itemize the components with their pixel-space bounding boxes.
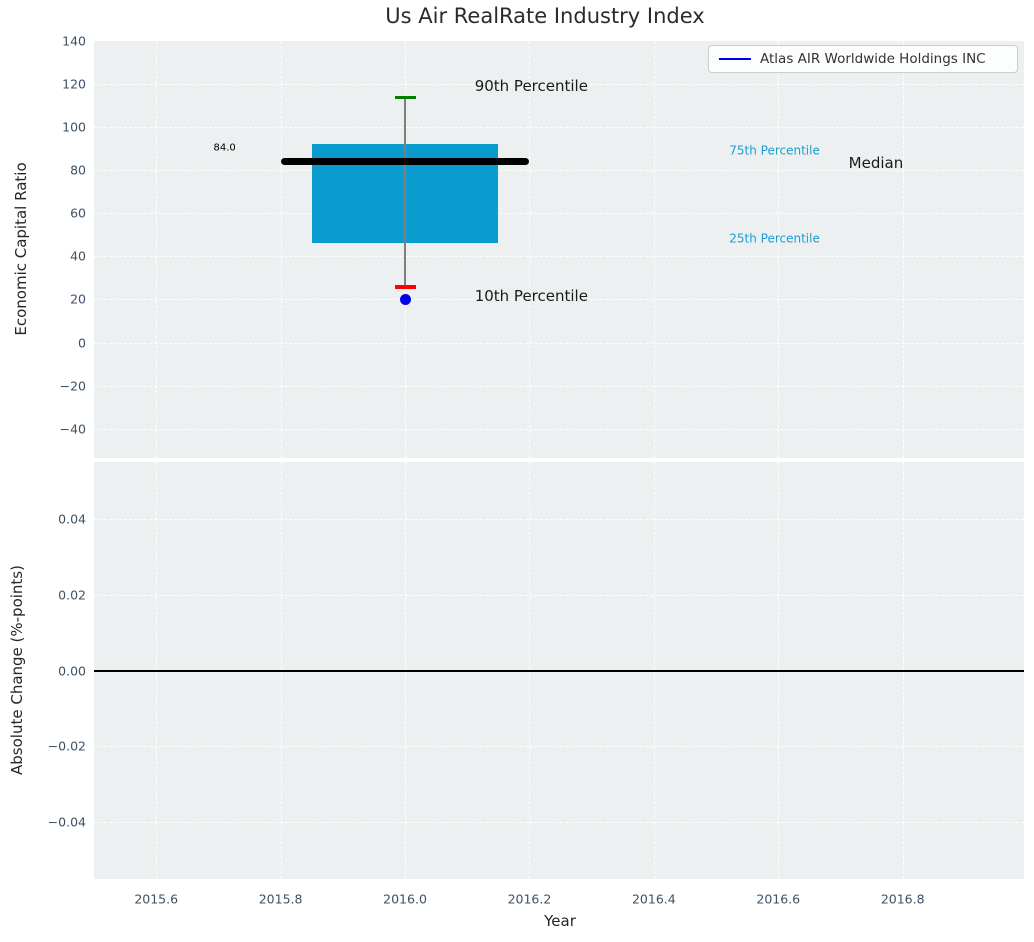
gridline-vertical: [280, 41, 282, 458]
x-tick-label: 2016.4: [631, 891, 676, 907]
x-tick-label: 2016.0: [383, 891, 427, 907]
x-tick-label: 2016.2: [507, 891, 552, 907]
x-tick-label: 2015.6: [134, 891, 179, 907]
x-tick-label: 2016.6: [756, 891, 801, 907]
annotation: 75th Percentile: [729, 143, 820, 158]
gridline-horizontal: [94, 428, 1024, 430]
y-tick-label: 60: [70, 205, 86, 221]
annotation: 10th Percentile: [474, 286, 588, 305]
annotation: 84.0: [213, 142, 236, 154]
gridline-vertical: [653, 41, 655, 458]
gridline-vertical: [156, 41, 158, 458]
annotation: 25th Percentile: [729, 231, 820, 246]
annotation: Median: [848, 154, 904, 173]
whisker-line: [404, 97, 406, 287]
gridline-horizontal: [94, 127, 1024, 129]
y-tick-label: 20: [70, 291, 86, 307]
gridline-horizontal: [94, 519, 1024, 521]
x-axis-label: Year: [544, 912, 576, 930]
y-tick-label: 120: [62, 76, 86, 92]
y-tick-label: 140: [62, 33, 86, 49]
legend: Atlas AIR Worldwide Holdings INC: [708, 45, 1018, 73]
gridline-horizontal: [94, 342, 1024, 344]
gridline-vertical: [529, 41, 531, 458]
y-tick-label: 100: [62, 119, 86, 135]
gridline-horizontal: [94, 746, 1024, 748]
x-tick-label: 2016.8: [880, 891, 925, 907]
top-plot-area: [94, 41, 1024, 458]
y-tick-label: 0.04: [58, 511, 86, 527]
y-tick-label: 0.00: [58, 663, 86, 678]
y-tick-label: 80: [70, 162, 86, 178]
gridline-horizontal: [94, 385, 1024, 387]
gridline-horizontal: [94, 594, 1024, 596]
y-tick-label: 0: [78, 335, 86, 351]
y-tick-label: −40: [59, 421, 86, 437]
gridline-horizontal: [94, 299, 1024, 301]
gridline-horizontal: [94, 84, 1024, 86]
y-tick-label: 40: [70, 248, 86, 264]
y-tick-label: −0.02: [47, 738, 86, 754]
p10-cap: [394, 285, 416, 289]
y-tick-label: −0.04: [47, 814, 86, 830]
gridline-horizontal: [94, 213, 1024, 215]
y-tick-label: −20: [59, 378, 86, 394]
x-tick-label: 2015.8: [258, 891, 303, 907]
gridline-horizontal: [94, 256, 1024, 258]
legend-line-icon: [719, 58, 751, 60]
annotation: 90th Percentile: [474, 76, 588, 95]
gridline-vertical: [902, 41, 904, 458]
gridline-horizontal: [94, 170, 1024, 172]
zero-line: [94, 669, 1024, 672]
company-point: [399, 293, 411, 305]
gridline-vertical: [778, 41, 780, 458]
legend-label: Atlas AIR Worldwide Holdings INC: [760, 51, 986, 67]
gridline-horizontal: [94, 821, 1024, 823]
p90-cap: [394, 95, 416, 99]
y-tick-label: 0.02: [58, 587, 86, 603]
chart-title: Us Air RealRate Industry Index: [385, 4, 705, 28]
median-line: [280, 158, 530, 166]
